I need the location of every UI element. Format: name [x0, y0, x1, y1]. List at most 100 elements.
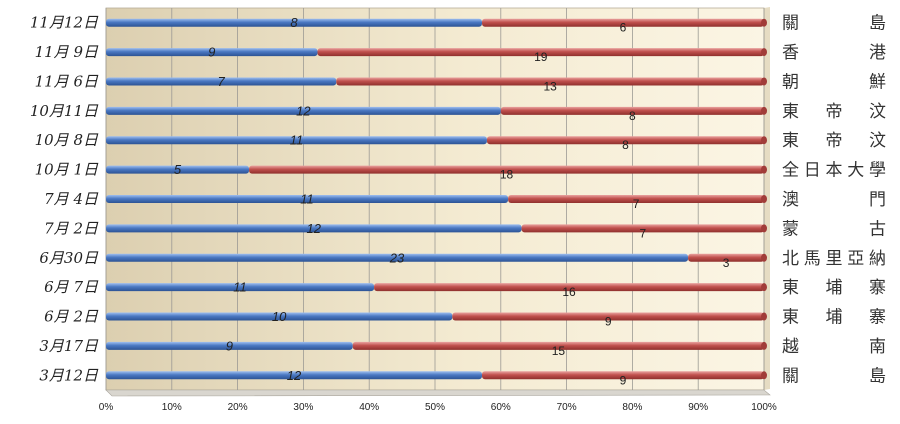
bar-series-2: [336, 77, 764, 86]
x-tick-label: 90%: [688, 402, 708, 413]
x-axis-ticks: 0% 10% 20% 30% 40% 50% 60% 70% 80% 90% 100%: [99, 402, 777, 413]
category-label: 11月12日: [30, 14, 99, 32]
bars: 8 6 9 19 7 13 12 8 11 8 5 18 11 7 12 7 23 3 11 16 10 9 9 15 12 9: [106, 15, 767, 387]
bar-end-cap: [761, 77, 767, 86]
bar-end-cap: [761, 341, 767, 350]
data-label-series-1: 23: [389, 250, 405, 265]
opponent-label: 東 帝 汶: [782, 131, 886, 151]
category-label: 7月 4日: [44, 190, 99, 208]
data-label-series-1: 12: [296, 103, 311, 118]
x-tick-label: 10%: [162, 402, 182, 413]
category-label: 10月 1日: [35, 161, 99, 179]
bar-series-1: [106, 195, 509, 203]
bar-series-1: [106, 165, 250, 174]
data-label-series-1: 9: [226, 338, 233, 353]
x-tick-label: 80%: [622, 402, 642, 413]
bar-series-1: [106, 341, 353, 350]
bar-series-1: [106, 18, 482, 27]
x-tick-label: 40%: [359, 402, 379, 413]
x-tick-label: 0%: [99, 402, 114, 413]
bar-series-2: [374, 283, 764, 292]
data-label-series-2: 16: [562, 285, 576, 299]
opponent-label: 越 南: [782, 337, 886, 357]
data-label-series-2: 19: [534, 50, 548, 64]
category-label: 6月30日: [39, 249, 99, 267]
bar-series-2: [508, 195, 764, 203]
bar-series-1: [106, 106, 501, 115]
data-label-series-1: 11: [300, 192, 314, 207]
data-label-series-1: 12: [307, 221, 322, 236]
data-label-series-1: 8: [290, 15, 298, 30]
opponent-label: 香 港: [782, 43, 886, 63]
bar-end-cap: [761, 371, 767, 380]
data-label-series-2: 9: [605, 315, 612, 329]
data-label-series-1: 12: [287, 368, 302, 383]
category-label: 7月 2日: [44, 219, 99, 237]
category-labels: 11月12日 11月 9日 11月 6日 10月11日 10月 8日 10月 1日 7月 4…: [30, 14, 99, 385]
category-label: 3月17日: [39, 337, 99, 355]
data-label-series-2: 7: [633, 197, 640, 211]
bar-end-cap: [761, 165, 767, 174]
bar-end-cap: [761, 224, 767, 233]
bar-end-cap: [761, 195, 767, 203]
opponent-label: 關 島: [782, 366, 886, 386]
data-label-series-1: 7: [218, 74, 226, 89]
bar-series-2: [482, 18, 764, 27]
category-label: 10月11日: [30, 102, 99, 120]
x-tick-label: 100%: [751, 402, 777, 413]
category-label: 11月 9日: [35, 43, 99, 61]
category-label: 6月 7日: [44, 278, 99, 296]
opponent-label: 蒙 古: [782, 219, 886, 239]
opponent-label: 朝 鮮: [782, 72, 886, 92]
x-tick-label: 50%: [425, 402, 445, 413]
data-label-series-2: 15: [552, 344, 566, 358]
opponent-label: 全日本大學: [782, 161, 886, 181]
bar-series-1: [106, 283, 375, 292]
bar-end-cap: [761, 48, 767, 57]
bar-series-1: [106, 77, 337, 86]
bar-series-1: [106, 371, 482, 380]
bar-series-2: [521, 224, 764, 233]
x-tick-label: 20%: [228, 402, 248, 413]
data-label-series-2: 18: [500, 168, 514, 182]
data-label-series-1: 10: [272, 309, 287, 324]
bar-series-1: [106, 312, 453, 321]
x-tick-label: 30%: [293, 402, 313, 413]
opponent-label: 北馬里亞納: [782, 249, 886, 269]
data-label-series-2: 3: [723, 256, 730, 270]
data-label-series-1: 5: [174, 162, 182, 177]
bar-end-cap: [761, 136, 767, 145]
bar-series-2: [352, 341, 764, 350]
data-label-series-2: 8: [629, 109, 636, 123]
x-tick-label: 60%: [491, 402, 511, 413]
opponent-label: 澳 門: [782, 190, 886, 210]
data-label-series-2: 9: [620, 373, 627, 387]
data-label-series-1: 11: [233, 280, 247, 295]
bar-series-2: [249, 165, 765, 174]
category-label: 6月 2日: [44, 308, 99, 326]
data-label-series-2: 6: [620, 21, 627, 35]
bar-series-2: [486, 136, 764, 145]
x-tick-label: 70%: [557, 402, 577, 413]
bar-end-cap: [761, 312, 767, 321]
category-label: 11月 6日: [35, 72, 99, 90]
bar-series-1: [106, 48, 318, 57]
opponent-label: 東 帝 汶: [782, 102, 886, 122]
bar-end-cap: [761, 283, 767, 292]
data-label-series-2: 8: [622, 138, 629, 152]
bar-series-1: [106, 224, 522, 233]
bar-end-cap: [761, 106, 767, 115]
opponent-label: 東 埔 寨: [782, 278, 886, 298]
data-label-series-2: 7: [639, 226, 646, 240]
category-label: 10月 8日: [35, 131, 99, 149]
bar-series-2: [482, 371, 764, 380]
plot-floor: [105, 389, 771, 397]
category-label: 3月12日: [39, 366, 99, 384]
data-label-series-1: 9: [208, 45, 215, 60]
data-label-series-2: 13: [543, 79, 557, 93]
bar-series-1: [106, 253, 689, 262]
bar-series-1: [106, 136, 487, 145]
bar-end-cap: [761, 18, 767, 27]
